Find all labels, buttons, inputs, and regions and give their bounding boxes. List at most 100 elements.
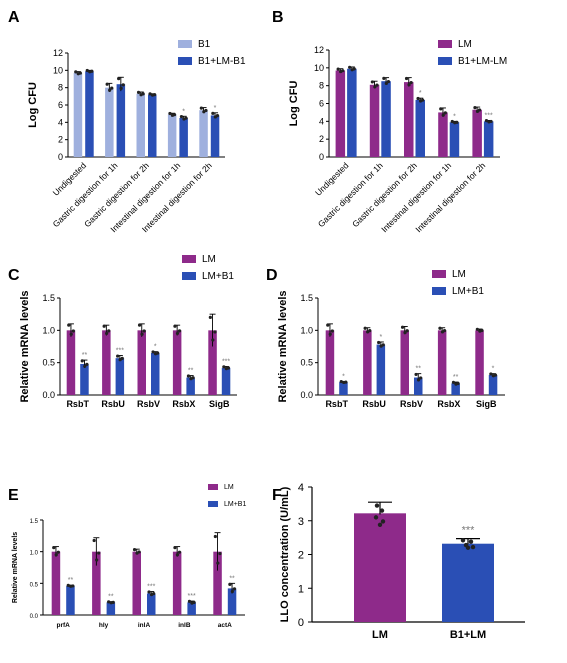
significance-mark: ***: [485, 112, 493, 119]
data-point: [179, 115, 184, 119]
bar: [136, 93, 145, 157]
data-point: [373, 85, 377, 89]
data-point: [470, 544, 476, 550]
significance-mark: **: [453, 374, 459, 381]
data-point: [407, 83, 411, 87]
data-point: [141, 92, 145, 96]
data-point: [153, 93, 157, 97]
x-tick-label: inlA: [138, 622, 151, 629]
y-tick-label: 3: [298, 516, 304, 528]
x-tick-label: hly: [99, 622, 109, 629]
bar: [172, 551, 182, 615]
data-point: [71, 584, 75, 588]
data-point: [328, 332, 332, 336]
data-point: [475, 327, 479, 331]
data-point: [230, 589, 234, 594]
legend-label: LM: [202, 254, 216, 265]
bar: [85, 71, 94, 157]
data-point: [326, 323, 330, 327]
legend: LM LM+B1: [208, 484, 246, 508]
data-point: [177, 329, 182, 333]
data-point: [416, 378, 421, 382]
y-axis-label: Relative mRNA levels: [277, 290, 289, 402]
legend-swatch: [178, 57, 192, 65]
data-point: [465, 545, 471, 550]
data-point: [375, 83, 379, 87]
bar: [442, 543, 494, 622]
data-point: [132, 548, 137, 552]
data-point: [216, 561, 220, 565]
data-point: [380, 519, 386, 524]
data-point: [211, 338, 215, 342]
legend-label: LM+B1: [224, 501, 246, 508]
data-point: [105, 331, 109, 336]
legend-swatch: [208, 501, 218, 507]
significance-mark: **: [188, 368, 194, 375]
data-point: [382, 76, 386, 80]
x-tick-label: RsbT: [66, 399, 89, 409]
data-point: [172, 113, 177, 117]
y-tick-label: 0.5: [42, 358, 55, 368]
x-tick-label: B1+LM: [450, 629, 486, 641]
bar: [172, 330, 182, 395]
data-point: [110, 86, 114, 90]
legend: LM LM+B1: [182, 254, 234, 282]
bar: [66, 585, 75, 615]
bar: [179, 118, 188, 157]
data-point: [116, 354, 120, 358]
data-point: [83, 364, 87, 368]
data-point: [421, 98, 425, 102]
bar: [92, 551, 101, 615]
y-axis-label: Relative mRNA levels: [19, 290, 31, 402]
y-tick-label: 12: [53, 48, 63, 58]
significance-mark: *: [419, 90, 422, 97]
data-point: [368, 328, 372, 333]
y-axis-label: Relative mRNA levels: [12, 532, 19, 603]
significance-mark: **: [108, 594, 114, 601]
data-point: [439, 107, 443, 111]
y-tick-label: 0: [298, 617, 304, 629]
bar: [147, 593, 156, 615]
data-point: [119, 86, 123, 90]
data-point: [102, 324, 106, 328]
legend-swatch: [208, 484, 218, 490]
y-tick-label: 10: [314, 63, 324, 73]
data-point: [107, 329, 111, 333]
data-point: [175, 553, 180, 557]
legend-label: B1: [198, 39, 211, 50]
legend-label: B1+LM-B1: [198, 56, 246, 67]
legend-swatch: [182, 255, 196, 263]
x-tick-label: RsbU: [101, 399, 125, 409]
data-point: [136, 90, 141, 94]
data-point: [175, 331, 180, 336]
significance-mark: **: [82, 352, 88, 359]
legend-label: B1+LM-LM: [458, 56, 507, 67]
bar: [213, 551, 222, 615]
bar: [132, 551, 141, 615]
data-point: [52, 546, 56, 550]
x-tick-label: RsbT: [325, 399, 348, 409]
x-tick-label: RsbX: [437, 399, 460, 409]
y-tick-label: 0.5: [30, 582, 39, 588]
data-point: [184, 116, 188, 120]
y-tick-label: 0.5: [300, 358, 313, 368]
data-point: [455, 120, 459, 124]
data-point: [186, 374, 191, 378]
y-tick-label: 4: [298, 482, 304, 494]
y-tick-label: 1.5: [30, 519, 39, 525]
significance-mark: *: [342, 373, 345, 380]
y-tick-label: 4: [319, 116, 324, 126]
bar: [475, 330, 484, 395]
data-point: [341, 69, 345, 73]
significance-mark: *: [453, 113, 456, 120]
y-tick-label: 1.0: [42, 325, 55, 335]
y-axis-label: Log CFU: [288, 81, 300, 127]
data-point: [117, 77, 121, 81]
data-point: [370, 80, 374, 84]
y-tick-label: 1.5: [300, 293, 313, 303]
y-tick-label: 8: [319, 81, 324, 91]
bar: [51, 551, 61, 615]
data-point: [168, 111, 172, 116]
bar: [73, 72, 83, 157]
bar: [438, 112, 448, 157]
